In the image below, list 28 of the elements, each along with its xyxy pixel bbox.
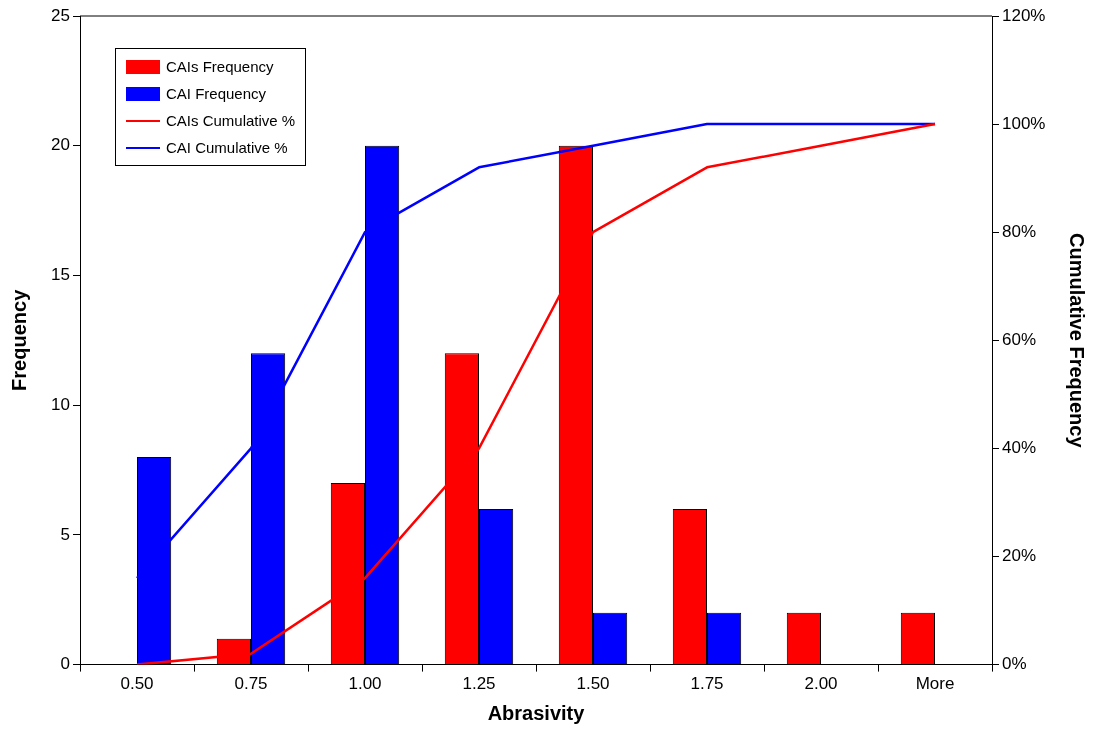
y-tick-label: 20 [51, 135, 70, 155]
x-tick-label: 0.75 [234, 674, 268, 694]
y-tick-label: 15 [51, 265, 70, 285]
legend-label: CAIs Cumulative % [166, 112, 296, 129]
y-tick-label: 0 [60, 654, 70, 674]
legend-label: CAI Cumulative % [166, 139, 288, 156]
legend-label: CAIs Frequency [166, 58, 274, 75]
y-tick-label: 5 [60, 524, 70, 544]
x-tick-label: 2.00 [804, 674, 838, 694]
y2-tick-label: 100% [1002, 113, 1046, 133]
y-axis-title: Frequency [7, 288, 30, 391]
y2-tick-label: 80% [1002, 221, 1037, 241]
x-tick-label: More [915, 674, 955, 694]
y-tick-label: 25 [51, 5, 70, 25]
y2-tick-label: 60% [1002, 329, 1037, 349]
x-axis-title: Abrasivity [487, 701, 586, 724]
x-tick-label: 1.50 [576, 674, 610, 694]
x-tick-label: 1.00 [348, 674, 382, 694]
y2-tick-label: 0% [1002, 654, 1027, 674]
legend-label: CAI Frequency [166, 85, 267, 102]
y2-tick-label: 20% [1002, 546, 1037, 566]
y-tick-label: 10 [51, 394, 70, 414]
y2-axis-title: Cumulative Frequency [1066, 233, 1089, 449]
x-tick-label: 1.75 [690, 674, 724, 694]
y2-tick-label: 120% [1002, 5, 1046, 25]
y2-tick-label: 40% [1002, 438, 1037, 458]
x-tick-label: 1.25 [462, 674, 496, 694]
x-tick-label: 0.50 [120, 674, 154, 694]
